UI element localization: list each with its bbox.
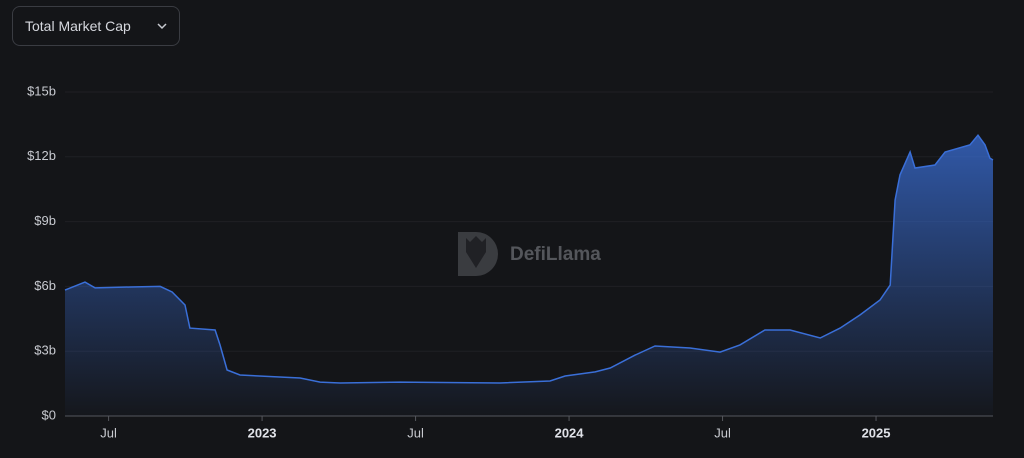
y-tick-label: $12b: [27, 148, 56, 163]
x-tick-label: Jul: [407, 425, 424, 440]
dropdown-label: Total Market Cap: [25, 18, 131, 34]
x-tick-label: Jul: [714, 425, 731, 440]
x-tick-label: 2024: [555, 425, 585, 440]
chevron: [157, 23, 167, 30]
watermark: DefiLlama: [458, 232, 601, 276]
area-line: [64, 133, 994, 384]
x-tick-label: 2023: [248, 425, 277, 440]
y-tick-label: $3b: [34, 343, 56, 358]
y-tick-label: $15b: [27, 83, 56, 98]
metric-dropdown[interactable]: Total Market Cap: [12, 6, 180, 46]
y-tick-label: $6b: [34, 278, 56, 293]
y-tick-label: $0: [42, 407, 56, 422]
x-tick-label: Jul: [100, 425, 117, 440]
y-tick-label: $9b: [34, 213, 56, 228]
watermark-text: DefiLlama: [510, 244, 601, 265]
x-tick-label: 2025: [862, 425, 891, 440]
area-fill: [65, 135, 993, 416]
